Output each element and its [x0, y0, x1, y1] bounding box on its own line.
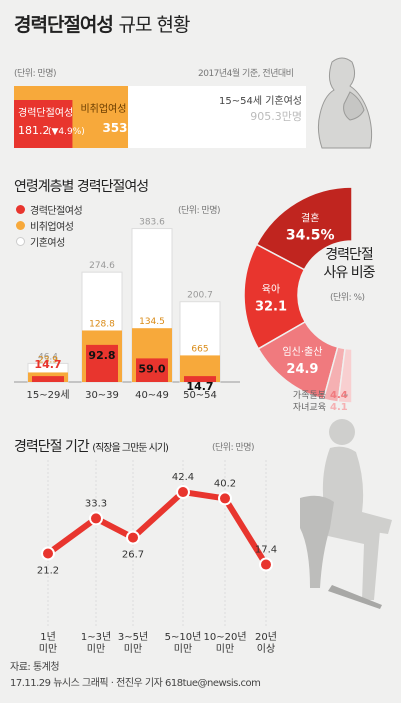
donut-value-label: 24.9	[286, 362, 318, 377]
line-value-label: 26.7	[122, 550, 144, 561]
age-tick-label: 15~29세	[26, 389, 69, 401]
age-bar-chart: 46.423.914.715~29세274.6128.892.830~39383…	[14, 218, 240, 401]
line-value-label: 21.2	[37, 566, 59, 577]
line-tick-label: 미만	[174, 643, 192, 655]
donut-category-label: 임신·출산	[282, 345, 322, 358]
period-unit: (단위: 만명)	[212, 443, 255, 453]
age-label-unemployed: 128.8	[89, 319, 115, 329]
age-legend: 경력단절여성 비취업여성 기혼여성	[16, 204, 83, 252]
line-value-label: 42.4	[172, 472, 194, 483]
legend-label: 비취업여성	[30, 222, 74, 233]
age-label-unemployed: 23.9	[38, 355, 58, 365]
bar-married-label: 15~54세 기혼여성	[219, 94, 302, 107]
reason-title: 경력단절 사유 비중	[314, 246, 384, 282]
line-point	[259, 557, 273, 572]
reason-title-line2: 사유 비중	[323, 265, 376, 281]
footer-source: 자료: 통계청	[10, 662, 60, 673]
line-tick-label: 3~5년	[118, 631, 148, 643]
age-label-married: 383.6	[139, 218, 165, 228]
age-bar-career-break	[184, 376, 216, 382]
top-unit: (단위: 만명)	[14, 69, 57, 79]
mother-child-illustration	[317, 57, 373, 149]
top-stacked-bar: 경력단절여성 181.2(▼4.9%) 비취업여성 353.5 15~54세 기혼여성 9…	[14, 86, 306, 148]
bar-unemployed-value: 353.5	[102, 121, 140, 135]
age-label-married: 200.7	[187, 291, 213, 301]
donut-value-label: 4.4	[330, 390, 348, 401]
age-label-married: 46.4	[38, 352, 58, 362]
line-value-label: 33.3	[85, 498, 107, 509]
bar-career-break	[14, 100, 73, 148]
period-section-title: 경력단절 기간 (직장을 그만둔 시기)	[14, 436, 169, 456]
page-title: 경력단절여성 규모 현황	[14, 10, 191, 37]
legend-dot-red	[16, 205, 25, 214]
age-bar-career-break	[136, 358, 168, 382]
donut-slice	[337, 347, 353, 404]
line-tick-label: 10~20년	[203, 631, 246, 643]
age-label-career-break: 14.7	[34, 358, 61, 371]
period-subtitle: (직장을 그만둔 시기)	[92, 443, 169, 454]
legend-item-married: 기혼여성	[16, 236, 82, 252]
donut-category-label: 결혼	[301, 212, 319, 225]
sitting-woman-illustration	[300, 419, 392, 609]
line-value-label: 40.2	[214, 478, 236, 489]
line-point	[218, 491, 232, 506]
donut-value-label: 32.1	[255, 299, 287, 314]
legend-label: 기혼여성	[30, 238, 65, 249]
age-label-career-break: 92.8	[88, 349, 115, 362]
line-tick-label: 1~3년	[81, 631, 111, 643]
line-value-label: 17.4	[255, 545, 277, 556]
donut-category-label: 자녀교육	[293, 402, 326, 413]
age-tick-label: 50~54	[183, 390, 217, 401]
bar-career-break-value: 181.2	[18, 124, 50, 137]
title-main: 경력단절여성	[14, 14, 114, 36]
reason-donut-chart: 결혼 34.5% 육아 32.1 임신·출산 24.9 가족돌봄 4.4 자녀교육 4.1	[243, 186, 353, 413]
footer: 자료: 통계청 17.11.29 뉴시스 그래픽 · 전진우 기자 618tue…	[10, 660, 261, 692]
legend-dot-orange	[16, 221, 25, 230]
line-point	[89, 511, 103, 526]
line-tick-label: 미만	[39, 643, 57, 655]
donut-value-label: 34.5%	[286, 228, 335, 244]
reason-unit: (단위: %)	[330, 293, 365, 303]
age-label-married: 274.6	[89, 261, 115, 271]
bar-unemployed-label: 비취업여성	[80, 102, 126, 115]
age-label-career-break: 14.7	[186, 380, 213, 393]
age-tick-label: 30~39	[85, 390, 119, 401]
footer-credit: 17.11.29 뉴시스 그래픽 · 전진우 기자 618tue@newsis.…	[10, 678, 261, 689]
age-label-unemployed: 134.5	[139, 317, 165, 327]
legend-item-unemployed: 비취업여성	[16, 220, 82, 236]
line-tick-label: 미만	[87, 643, 105, 655]
top-note: 2017년4월 기준, 전년대비	[198, 69, 294, 79]
age-unit: (단위: 만명)	[178, 206, 221, 216]
title-sub: 규모 현황	[118, 14, 191, 36]
reason-title-line1: 경력단절	[325, 247, 374, 263]
age-bar-career-break	[32, 376, 64, 382]
bar-career-break-label: 경력단절여성	[18, 106, 73, 119]
bar-married-value: 905.3만명	[250, 110, 302, 123]
legend-item-career-break: 경력단절여성	[16, 204, 83, 220]
line-series	[45, 489, 269, 568]
line-tick-label: 미만	[216, 643, 234, 655]
line-tick-label: 20년	[255, 631, 277, 643]
age-tick-label: 40~49	[135, 390, 169, 401]
age-section-title: 연령계층별 경력단절여성	[14, 179, 149, 195]
legend-label: 경력단절여성	[30, 206, 83, 217]
line-point	[176, 485, 190, 500]
age-bar-career-break	[86, 344, 118, 382]
age-label-career-break: 59.0	[138, 362, 165, 375]
period-title: 경력단절 기간	[14, 439, 90, 455]
line-point	[126, 530, 140, 545]
legend-dot-white	[16, 237, 25, 246]
donut-value-label: 4.1	[330, 402, 348, 413]
period-line-chart: 21.21년미만33.31~3년미만26.73~5년미만42.45~10년미만4…	[37, 460, 277, 655]
donut-category-label: 가족돌봄	[293, 390, 326, 401]
donut-category-label: 육아	[262, 283, 280, 295]
line-tick-label: 1년	[40, 631, 56, 643]
age-label-unemployed: 665	[191, 344, 208, 354]
line-tick-label: 5~10년	[165, 631, 202, 643]
line-point	[41, 546, 55, 561]
line-tick-label: 이상	[257, 643, 275, 655]
line-tick-label: 미만	[124, 643, 142, 655]
bar-career-break-change: (▼4.9%)	[48, 127, 85, 137]
